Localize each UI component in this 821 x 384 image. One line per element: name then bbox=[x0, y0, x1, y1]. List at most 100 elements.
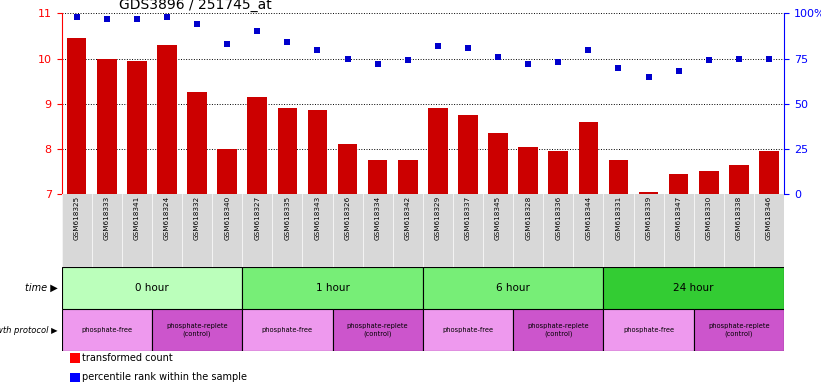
Text: phosphate-free: phosphate-free bbox=[262, 327, 313, 333]
Text: GSM618345: GSM618345 bbox=[495, 196, 501, 240]
Bar bbox=[398, 160, 418, 194]
Bar bbox=[699, 171, 718, 194]
Point bbox=[341, 56, 354, 62]
Bar bbox=[608, 160, 628, 194]
Text: GSM618330: GSM618330 bbox=[706, 196, 712, 240]
Text: GSM618326: GSM618326 bbox=[345, 196, 351, 240]
Text: phosphate-free: phosphate-free bbox=[81, 327, 132, 333]
Text: GSM618335: GSM618335 bbox=[284, 196, 291, 240]
Text: GSM618337: GSM618337 bbox=[465, 196, 471, 240]
Point bbox=[763, 56, 776, 62]
Text: GSM618327: GSM618327 bbox=[255, 196, 260, 240]
Text: time ▶: time ▶ bbox=[25, 283, 57, 293]
Point bbox=[100, 16, 113, 22]
Bar bbox=[428, 108, 447, 194]
Point bbox=[461, 45, 475, 51]
Text: 6 hour: 6 hour bbox=[496, 283, 530, 293]
Point bbox=[401, 57, 415, 63]
Bar bbox=[368, 160, 388, 194]
Text: GSM618342: GSM618342 bbox=[405, 196, 410, 240]
Text: 1 hour: 1 hour bbox=[315, 283, 350, 293]
Text: GSM618340: GSM618340 bbox=[224, 196, 230, 240]
Bar bbox=[62, 309, 152, 351]
Bar bbox=[694, 309, 784, 351]
Bar bbox=[513, 309, 603, 351]
Bar bbox=[603, 309, 694, 351]
Point bbox=[190, 21, 204, 27]
Text: phosphate-replete
(control): phosphate-replete (control) bbox=[346, 323, 409, 337]
Text: GSM618339: GSM618339 bbox=[645, 196, 652, 240]
Point bbox=[431, 43, 444, 49]
Text: GSM618331: GSM618331 bbox=[616, 196, 621, 240]
Text: GSM618334: GSM618334 bbox=[374, 196, 381, 240]
Bar bbox=[127, 61, 147, 194]
Text: phosphate-free: phosphate-free bbox=[623, 327, 674, 333]
Bar bbox=[729, 165, 749, 194]
Bar bbox=[247, 97, 267, 194]
Point bbox=[131, 16, 144, 22]
Point bbox=[702, 57, 715, 63]
Point bbox=[311, 46, 324, 53]
Bar bbox=[423, 309, 513, 351]
Point bbox=[160, 14, 173, 20]
Point bbox=[221, 41, 234, 47]
Point bbox=[582, 46, 595, 53]
Bar bbox=[277, 108, 297, 194]
Point bbox=[612, 65, 625, 71]
Text: GSM618341: GSM618341 bbox=[134, 196, 140, 240]
Bar bbox=[187, 93, 207, 194]
Text: percentile rank within the sample: percentile rank within the sample bbox=[82, 372, 247, 382]
Point bbox=[492, 54, 505, 60]
Text: phosphate-replete
(control): phosphate-replete (control) bbox=[166, 323, 228, 337]
Point bbox=[70, 14, 83, 20]
Text: GSM618344: GSM618344 bbox=[585, 196, 591, 240]
Bar bbox=[639, 192, 658, 194]
Bar bbox=[669, 174, 689, 194]
Bar bbox=[488, 133, 508, 194]
Text: GSM618329: GSM618329 bbox=[435, 196, 441, 240]
Text: GSM618347: GSM618347 bbox=[676, 196, 681, 240]
Bar bbox=[157, 45, 177, 194]
Text: 24 hour: 24 hour bbox=[673, 283, 714, 293]
Text: phosphate-replete
(control): phosphate-replete (control) bbox=[708, 323, 770, 337]
Text: GSM618343: GSM618343 bbox=[314, 196, 320, 240]
Bar bbox=[337, 144, 357, 194]
Bar bbox=[67, 38, 86, 194]
Bar bbox=[423, 267, 603, 309]
Bar bbox=[579, 122, 599, 194]
Bar bbox=[152, 309, 242, 351]
Point bbox=[281, 39, 294, 45]
Text: phosphate-replete
(control): phosphate-replete (control) bbox=[527, 323, 589, 337]
Text: GSM618338: GSM618338 bbox=[736, 196, 742, 240]
Point bbox=[250, 28, 264, 35]
Text: GDS3896 / 251745_at: GDS3896 / 251745_at bbox=[119, 0, 272, 12]
Point bbox=[371, 61, 384, 67]
Bar bbox=[333, 309, 423, 351]
Text: GSM618324: GSM618324 bbox=[164, 196, 170, 240]
Point bbox=[552, 59, 565, 65]
Bar bbox=[242, 267, 423, 309]
Text: growth protocol ▶: growth protocol ▶ bbox=[0, 326, 57, 335]
Bar bbox=[518, 147, 538, 194]
Bar bbox=[759, 151, 779, 194]
Point bbox=[642, 74, 655, 80]
Point bbox=[521, 61, 534, 67]
Text: transformed count: transformed count bbox=[82, 353, 173, 363]
Text: GSM618333: GSM618333 bbox=[103, 196, 110, 240]
Text: GSM618346: GSM618346 bbox=[766, 196, 772, 240]
Bar bbox=[548, 151, 568, 194]
Bar bbox=[62, 267, 242, 309]
Bar bbox=[458, 115, 478, 194]
Text: GSM618332: GSM618332 bbox=[194, 196, 200, 240]
Bar bbox=[218, 149, 237, 194]
Text: GSM618336: GSM618336 bbox=[555, 196, 562, 240]
Point bbox=[672, 68, 686, 74]
Bar bbox=[603, 267, 784, 309]
Text: phosphate-free: phosphate-free bbox=[443, 327, 493, 333]
Text: GSM618328: GSM618328 bbox=[525, 196, 531, 240]
Bar bbox=[242, 309, 333, 351]
Text: GSM618325: GSM618325 bbox=[74, 196, 80, 240]
Text: 0 hour: 0 hour bbox=[135, 283, 169, 293]
Bar bbox=[97, 59, 117, 194]
Point bbox=[732, 56, 745, 62]
